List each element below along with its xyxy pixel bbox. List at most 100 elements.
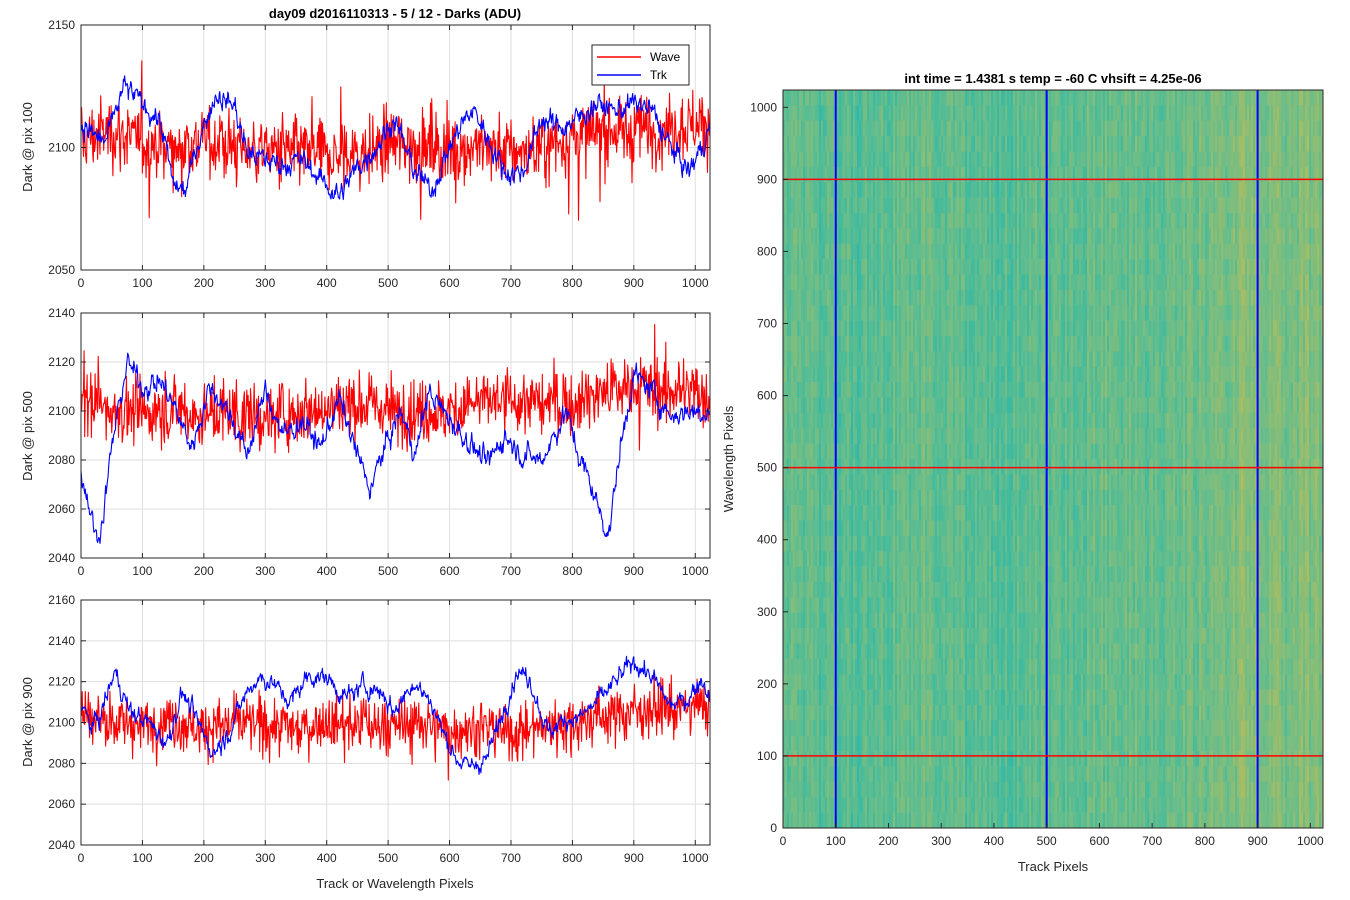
heatmap-cell [951,259,954,275]
heatmap-cell [789,535,792,552]
heatmap-cell [973,336,976,352]
heatmap-cell [971,382,974,398]
heatmap-cell [833,243,836,260]
heatmap-cell [823,166,826,183]
heatmap-cell [795,182,798,198]
heatmap-cell [913,674,916,690]
heatmap-cell [935,474,938,491]
heatmap-cell [847,612,850,629]
heatmap-cell [881,351,884,368]
heatmap-cell [783,781,786,798]
heatmap-cell [813,120,816,137]
heatmap-cell [909,612,912,629]
heatmap-cell [793,213,796,229]
heatmap-cell [837,428,840,444]
heatmap-cell [837,582,840,598]
heatmap-cell [949,812,952,828]
heatmap-cell [901,459,904,475]
heatmap-cell [965,689,968,706]
heatmap-cell [843,705,846,721]
heatmap-cell [853,351,856,368]
heatmap-cell [825,582,828,598]
heatmap-cell [895,397,898,414]
heatmap-cell [969,751,972,767]
heatmap-cell [833,751,836,767]
heatmap-cell [861,336,864,352]
heatmap-cell [879,689,882,706]
heatmap-cell [943,428,946,444]
heatmap-cell [933,197,936,214]
heatmap-cell [901,797,904,813]
heatmap-cell [785,336,788,352]
heatmap-cell [825,551,828,567]
heatmap-cell [845,658,848,675]
heatmap-cell [799,428,802,444]
heatmap-cell [847,90,850,106]
heatmap-cell [921,120,924,137]
heatmap-cell [899,643,902,660]
heatmap-cell [927,166,930,183]
heatmap-cell [797,428,800,444]
heatmap-cell [909,459,912,475]
heatmap-cell [957,705,960,721]
heatmap-cell [953,505,956,521]
heatmap-cell [859,505,862,521]
heatmap-cell [783,474,786,491]
heatmap-cell [959,720,962,737]
heatmap-cell [815,305,818,321]
heatmap-cell [969,643,972,660]
heatmap-cell [829,305,832,321]
heatmap-cell [839,766,842,783]
heatmap-cell [887,182,890,198]
heatmap-cell [787,766,790,783]
heatmap-cell [893,612,896,629]
heatmap-cell [877,628,880,644]
heatmap-cell [951,136,954,152]
heatmap-cell [981,428,984,444]
heatmap-cell [973,643,976,660]
heatmap-cell [817,658,820,675]
tick-group: 0 100 200 300 400 500 600 700 800 900 100020402060… [48,593,710,865]
heatmap-cell [791,412,794,429]
heatmap-cell [837,136,840,152]
heatmap-cell [945,582,948,598]
heatmap-cell [911,366,914,383]
heatmap-cell [789,705,792,721]
heatmap-cell [853,412,856,429]
heatmap-cell [827,612,830,629]
heatmap-cell [947,397,950,414]
heatmap-cell [797,305,800,321]
heatmap-cell [807,228,810,245]
heatmap-cell [793,197,796,214]
heatmap-cell [923,612,926,629]
heatmap-cell [785,520,788,537]
heatmap-cell [901,382,904,398]
heatmap-cell [857,597,860,614]
heatmap-cell [797,197,800,214]
heatmap-cell [909,136,912,152]
heatmap-cell [957,766,960,783]
heatmap-cell [887,305,890,321]
heatmap-cell [897,197,900,214]
heatmap-cell [833,336,836,352]
heatmap-cell [963,351,966,368]
heatmap-cell [905,597,908,614]
heatmap-cell [925,751,928,767]
heatmap-cell [949,751,952,767]
heatmap-cell [923,274,926,291]
heatmap-cell [829,166,832,183]
heatmap-cell [893,720,896,737]
heatmap-cell [969,274,972,291]
heatmap-cell [873,459,876,475]
heatmap-cell [799,551,802,567]
heatmap-cell [969,320,972,337]
heatmap-cell [797,443,800,460]
heatmap-cell [881,443,884,460]
heatmap-cell [919,658,922,675]
heatmap-cell [861,505,864,521]
heatmap-cell [881,274,884,291]
heatmap-cell [911,151,914,168]
heatmap-cell [857,474,860,491]
heatmap-cell [815,166,818,183]
heatmap-cell [931,105,934,122]
